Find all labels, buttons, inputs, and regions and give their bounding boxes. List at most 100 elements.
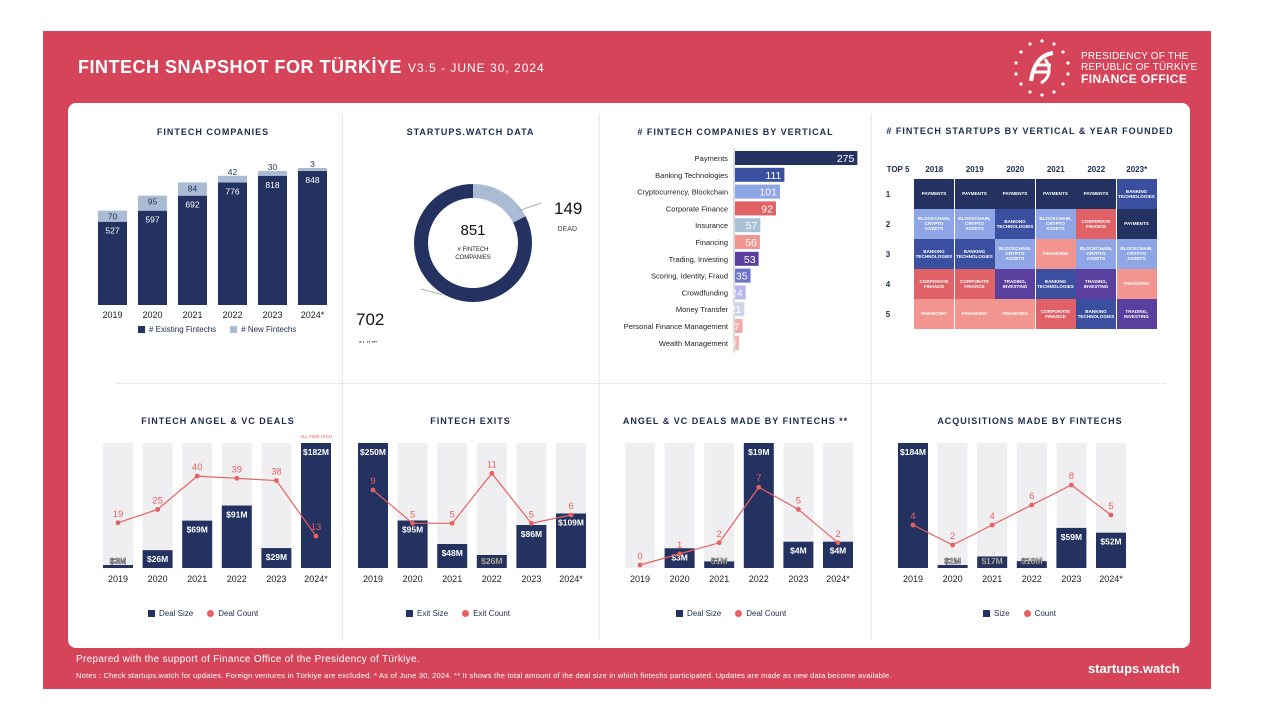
vertical-bar — [735, 184, 780, 199]
legend-label-deal-size: Deal Size — [159, 609, 194, 618]
divider — [599, 115, 600, 640]
vertical-bar — [735, 201, 776, 216]
legend-item-deal-count: Deal Count — [207, 609, 258, 618]
bar-value-label: 92 — [761, 203, 773, 215]
count-label: 39 — [232, 464, 243, 475]
bar-value-label: 57 — [746, 220, 758, 232]
dead-value: 149 — [554, 199, 582, 218]
vertical-bar — [735, 319, 743, 333]
heatmap-cell: PAYMENTS — [914, 179, 954, 209]
count-label: 40 — [192, 462, 203, 473]
heatmap-cell: FINANCING — [1116, 269, 1157, 299]
org-line-3: FINANCE OFFICE — [1081, 72, 1188, 86]
value-bar — [1096, 532, 1126, 568]
count-point — [449, 520, 455, 526]
count-point — [234, 475, 240, 481]
x-tick-label: 2023 — [266, 574, 286, 584]
category-label: Wealth Management — [659, 339, 729, 348]
x-tick-label: 2021 — [182, 310, 202, 320]
count-point — [1108, 512, 1114, 518]
bar-new — [138, 195, 167, 211]
page-title: FINTECH SNAPSHOT FOR TÜRKİYE — [78, 57, 403, 77]
by-vertical-chart: Payments 275 Banking Technologies 111 Crypto… — [624, 149, 858, 353]
bar-new — [298, 168, 327, 172]
count-label: 19 — [113, 509, 124, 520]
count-label: 5 — [529, 509, 534, 520]
label-existing: 597 — [145, 215, 159, 225]
bar-value-label: $26M — [481, 556, 502, 566]
value-bar — [261, 548, 292, 568]
bar-value-label: 21 — [730, 304, 742, 316]
dead-label: DEAD — [558, 226, 577, 233]
heatmap-row-header: 4 — [885, 280, 891, 289]
legend-label-madeby-count: Deal Count — [746, 609, 787, 618]
heatmap-corner-label: TOP 5 — [886, 165, 910, 174]
x-tick-label: 2020 — [943, 574, 963, 584]
bar-value-label: 9 — [730, 338, 736, 350]
bar-value-label: 24 — [731, 287, 743, 299]
bar-value-label: $48M — [442, 548, 463, 558]
heatmap-row-header: 2 — [885, 220, 891, 229]
x-tick-label: 2022 — [482, 574, 502, 584]
count-line — [912, 484, 1112, 546]
count-label: 1 — [677, 540, 682, 551]
vertical-bar — [735, 302, 745, 317]
x-tick-label: 2024* — [1099, 574, 1123, 584]
content-panel: FINTECH COMPANIES STARTUPS.WATCH DATA # … — [68, 103, 1190, 648]
bar-value-label: $59M — [1061, 532, 1082, 542]
bar-background — [977, 443, 1008, 568]
label-existing: 848 — [305, 175, 319, 185]
heatmap-column-header: 2018 — [925, 165, 944, 174]
bar-value-label: $1M — [711, 556, 728, 566]
vertical-bar — [735, 251, 759, 266]
count-point — [568, 512, 574, 518]
x-tick-label: 2019 — [903, 574, 923, 584]
bar-existing — [258, 175, 287, 305]
x-tick-label: 2019 — [102, 310, 122, 320]
count-label: 2 — [717, 529, 722, 540]
bar-value-label: 56 — [745, 237, 757, 249]
value-bar — [743, 443, 774, 568]
heatmap-cell: BLOCKCHAIN, CRYPTO ASSETS — [995, 239, 1035, 269]
bar-value-label: $91M — [226, 510, 247, 520]
count-label: 2 — [835, 529, 840, 540]
label-existing: 527 — [105, 226, 119, 236]
value-bar — [221, 505, 252, 568]
angel-legend: Deal Size Deal Count — [148, 609, 258, 618]
bar-value-label: $29M — [266, 552, 287, 562]
alive-label: ALIVE — [358, 341, 378, 343]
heatmap-cell: BANKING TECHNOLOGIES — [1076, 299, 1116, 329]
count-point — [637, 562, 643, 568]
heatmap-cell: BLOCKCHAIN, CRYPTO ASSETS — [1116, 239, 1157, 269]
count-line — [117, 475, 317, 537]
bar-new — [178, 182, 207, 196]
section-title-made-by: ANGEL & VC DEALS MADE BY FINTECHS ** — [622, 416, 849, 426]
category-label: Trading, Investing — [669, 255, 728, 264]
fintech-companies-chart: 527 70 2019 597 95 2020 692 84 2021 776 42 2022 818 3… — [98, 159, 327, 320]
heatmap-cell: CORPORATE FINANCE — [954, 269, 995, 299]
bar-background — [142, 443, 173, 568]
label-new: 95 — [148, 197, 158, 207]
count-point — [677, 551, 682, 557]
heatmap-cell: FINANCING — [914, 299, 954, 329]
footer-brand: startups.watch — [1088, 661, 1180, 676]
section-title-by-vertical: # FINTECH COMPANIES BY VERTICAL — [637, 127, 834, 137]
heatmap-cell: BLOCKCHAIN, CRYPTO ASSETS — [1076, 239, 1116, 269]
count-label: 4 — [910, 511, 915, 522]
donut-center-label: # FINTECH — [457, 247, 488, 253]
donut-total: 851 — [460, 222, 485, 239]
legend-item-acq-count: Count — [1023, 609, 1056, 618]
count-label: 0 — [637, 551, 642, 562]
legend-label-acq-size: Size — [994, 609, 1010, 618]
value-bar — [1056, 527, 1087, 568]
x-tick-label: 2024* — [301, 310, 325, 320]
legend-label-acq-count: Count — [1034, 609, 1056, 618]
heatmap-cell: TRADING, INVESTING — [1116, 299, 1157, 329]
count-point — [950, 542, 955, 548]
bar-value-label: $4M — [830, 546, 847, 556]
bar-value-label: $3M — [671, 552, 688, 562]
bar-value-label: $182M — [303, 447, 329, 457]
vertical-bar — [735, 151, 858, 165]
x-tick-label: 2023 — [262, 310, 282, 320]
category-label: Money Transfer — [676, 305, 729, 314]
